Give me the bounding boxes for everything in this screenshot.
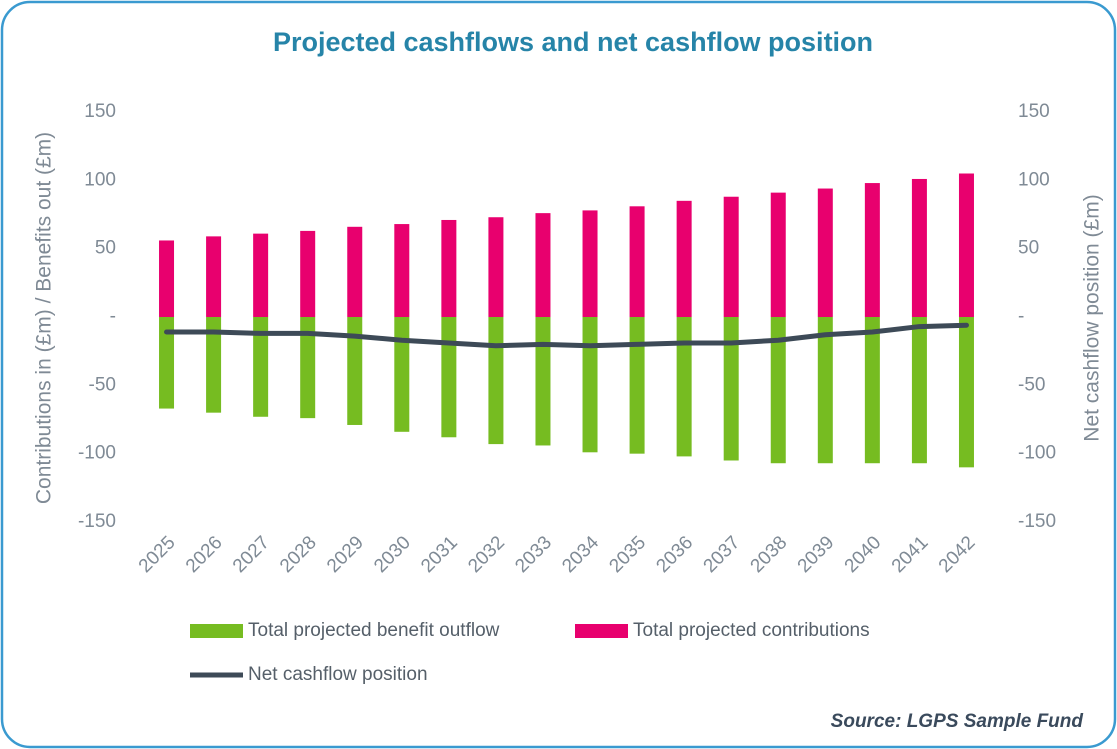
bar [441, 219, 457, 317]
bar [676, 200, 692, 317]
bar [817, 317, 833, 464]
bar [253, 233, 269, 317]
bar [253, 317, 269, 417]
chart-title: Projected cashflows and net cashflow pos… [273, 27, 873, 57]
y2-axis-title: Net cashflow position (£m) [1081, 194, 1104, 441]
bar [300, 317, 316, 419]
bar [770, 317, 786, 464]
bar [582, 317, 598, 453]
bar [206, 317, 222, 413]
y-tick-label: 50 [1018, 238, 1039, 259]
bar [441, 317, 457, 438]
source: Source: LGPS Sample Fund [831, 711, 1084, 732]
bar [911, 178, 927, 317]
bar [535, 317, 551, 446]
bar [629, 317, 645, 454]
line [164, 322, 969, 349]
bar [347, 317, 363, 425]
bar [300, 230, 316, 317]
bar [817, 188, 833, 317]
y-axis-title: Contributions in (£m) / Benefits out (£m… [33, 132, 56, 504]
legend-swatch [190, 624, 243, 638]
bar [582, 210, 598, 317]
bar [394, 317, 410, 432]
bar [911, 317, 927, 464]
y-tick-label: - [110, 306, 116, 327]
bar [488, 217, 504, 317]
bar [394, 224, 410, 317]
y-tick-label: 100 [84, 169, 116, 190]
y-tick-label: -100 [78, 443, 116, 464]
y-tick-label: 150 [1018, 101, 1050, 122]
bar [723, 196, 739, 317]
bar [488, 317, 504, 445]
legend-label: Total projected benefit outflow [248, 620, 500, 641]
bar [958, 173, 974, 317]
bar [676, 317, 692, 457]
bar [770, 192, 786, 317]
y-tick-label: -50 [1018, 374, 1045, 395]
y-tick-label: -150 [78, 511, 116, 532]
y-tick-label: -100 [1018, 443, 1056, 464]
legend-swatch [575, 624, 628, 638]
legend-label: Net cashflow position [248, 664, 428, 685]
bar [347, 226, 363, 317]
y-tick-label: - [1018, 306, 1024, 327]
legend-label: Total projected contributions [633, 620, 870, 641]
bar [629, 206, 645, 317]
bar [864, 317, 880, 464]
y-tick-label: 150 [84, 101, 116, 122]
bar [159, 240, 175, 317]
y-tick-label: -50 [89, 374, 116, 395]
bar [159, 317, 175, 409]
bar [958, 317, 974, 468]
y-tick-label: 50 [95, 238, 116, 259]
y-tick-label: 100 [1018, 169, 1050, 190]
bar [723, 317, 739, 461]
bar [206, 236, 222, 317]
bar [864, 183, 880, 317]
y-tick-label: -150 [1018, 511, 1056, 532]
bar [535, 213, 551, 317]
